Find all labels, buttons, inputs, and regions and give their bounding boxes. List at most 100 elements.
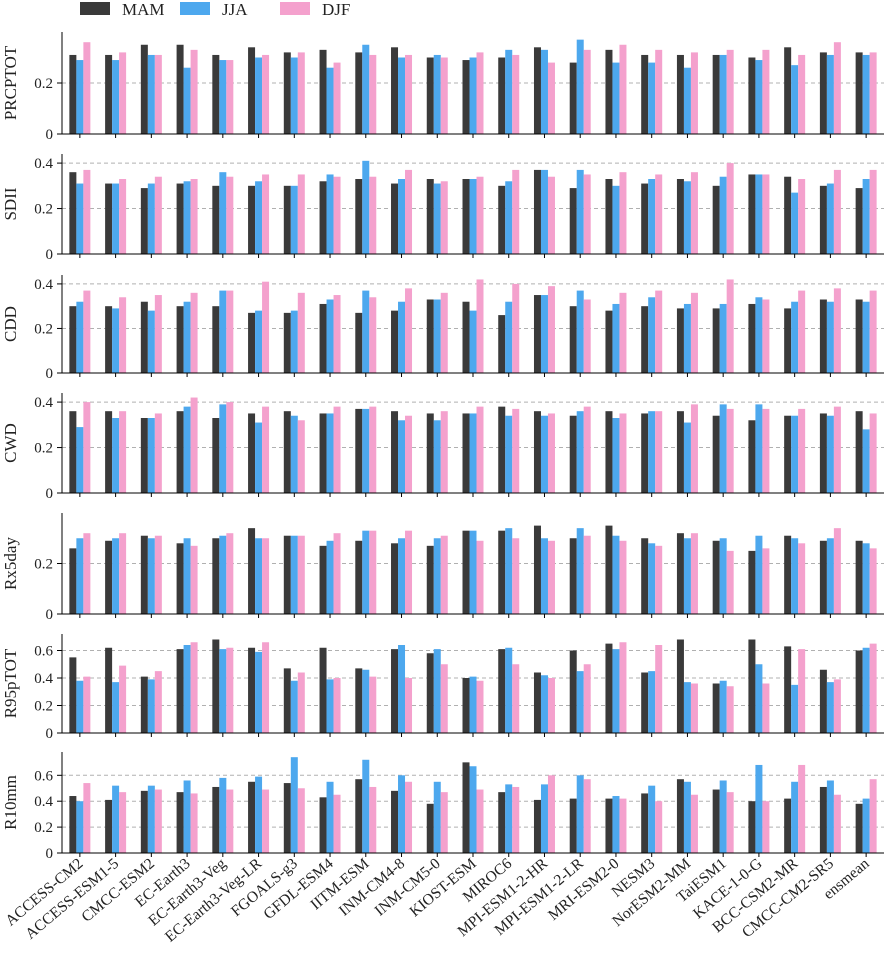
bar-cwd-jja <box>540 415 548 493</box>
bar-r10mm-djf <box>297 788 305 853</box>
bar-rx5day-djf <box>798 543 806 614</box>
bar-cdd-jja <box>255 310 263 373</box>
bar-prcptot-jja <box>76 60 84 134</box>
y-tick-label: 0.4 <box>34 156 53 172</box>
bar-prcptot-mam <box>391 47 399 134</box>
bar-sdii-mam <box>283 185 291 254</box>
bar-sdii-mam <box>712 185 720 254</box>
bar-sdii-jja <box>290 185 298 254</box>
bar-cwd-djf <box>833 406 841 493</box>
bar-rx5day-mam <box>462 530 470 614</box>
bar-cdd-mam <box>855 299 863 373</box>
bar-cdd-mam <box>248 312 256 373</box>
bar-rx5day-djf <box>119 533 127 614</box>
legend-label-jja: JJA <box>222 0 248 19</box>
bar-cwd-jja <box>755 404 763 493</box>
bar-r95ptot-jja <box>469 676 477 733</box>
panel-rx5day: 0 0.2 Rx5day <box>1 513 884 623</box>
bar-r10mm-jja <box>648 785 656 853</box>
bar-cwd-mam <box>784 415 792 493</box>
bar-cwd-jja <box>147 418 155 493</box>
bar-prcptot-djf <box>297 52 305 134</box>
bar-prcptot-djf <box>655 49 663 134</box>
bar-r10mm-djf <box>190 793 198 853</box>
bar-rx5day-djf <box>262 538 270 614</box>
bar-sdii-mam <box>319 181 327 254</box>
bar-cwd-djf <box>762 408 770 493</box>
bar-r95ptot-mam <box>819 669 827 733</box>
bar-prcptot-djf <box>762 49 770 134</box>
bar-r10mm-mam <box>676 779 684 853</box>
bar-prcptot-mam <box>641 54 649 135</box>
bar-cdd-djf <box>226 290 234 373</box>
bar-prcptot-djf <box>440 57 448 134</box>
bar-prcptot-jja <box>683 67 691 134</box>
bar-prcptot-mam <box>105 54 113 135</box>
legend-swatch-jja <box>180 2 210 15</box>
bar-r95ptot-mam <box>676 639 684 733</box>
bar-rx5day-mam <box>283 535 291 614</box>
bar-cdd-mam <box>391 310 399 373</box>
panels: 0 0.2 PRCPTOT 0 0.2 0.4 SDII 0 0.2 0.4 CDD 0 0.2 0.4 C… <box>1 32 884 862</box>
bar-cwd-jja <box>862 429 870 493</box>
bar-r95ptot-jja <box>183 645 191 733</box>
legend-item-mam: MAM <box>80 0 165 19</box>
bar-sdii-jja <box>76 183 84 254</box>
y-tick-label: 0.2 <box>34 441 53 457</box>
bar-prcptot-djf <box>619 44 627 134</box>
bar-rx5day-djf <box>583 535 591 614</box>
bar-r10mm-djf <box>690 794 698 853</box>
bar-cdd-djf <box>262 281 270 373</box>
bar-sdii-djf <box>226 176 234 254</box>
bar-sdii-djf <box>833 169 841 254</box>
bar-r10mm-jja <box>683 781 691 853</box>
bar-r95ptot-djf <box>547 678 555 733</box>
bar-prcptot-mam <box>319 49 327 134</box>
bar-sdii-mam <box>533 169 541 254</box>
bar-sdii-djf <box>690 172 698 254</box>
bar-rx5day-djf <box>369 530 377 614</box>
legend-item-djf: DJF <box>280 0 350 19</box>
bar-cdd-jja <box>683 303 691 373</box>
bar-cdd-djf <box>333 295 341 373</box>
bar-r95ptot-mam <box>569 650 577 733</box>
bar-rx5day-jja <box>576 528 584 614</box>
bar-sdii-djf <box>154 176 162 254</box>
bar-cdd-mam <box>426 299 434 373</box>
bar-sdii-mam <box>69 172 77 254</box>
bar-r95ptot-jja <box>505 647 513 733</box>
legend-label-mam: MAM <box>122 0 165 19</box>
bar-cwd-djf <box>405 415 413 493</box>
bar-r10mm-mam <box>498 792 506 853</box>
bar-sdii-jja <box>505 181 513 254</box>
bar-cdd-djf <box>369 297 377 373</box>
bar-r95ptot-djf <box>690 683 698 733</box>
bar-rx5day-jja <box>469 530 477 614</box>
bar-prcptot-jja <box>183 67 191 134</box>
bar-rx5day-jja <box>755 535 763 614</box>
bar-sdii-djf <box>190 179 198 254</box>
bar-sdii-jja <box>147 183 155 254</box>
bar-sdii-djf <box>655 174 663 254</box>
bar-rx5day-jja <box>648 543 656 614</box>
bar-cdd-jja <box>362 290 370 373</box>
bar-rx5day-mam <box>712 540 720 614</box>
bar-prcptot-mam <box>283 52 291 134</box>
bar-r95ptot-mam <box>140 676 148 733</box>
bar-prcptot-djf <box>476 52 484 134</box>
bar-cdd-jja <box>219 290 227 373</box>
bar-r10mm-mam <box>641 793 649 853</box>
bar-cdd-mam <box>212 306 220 373</box>
bar-prcptot-jja <box>540 49 548 134</box>
bar-prcptot-djf <box>190 49 198 134</box>
bar-r95ptot-jja <box>540 675 548 733</box>
bar-rx5day-djf <box>619 540 627 614</box>
panel-sdii: 0 0.2 0.4 SDII <box>1 154 884 263</box>
bar-prcptot-jja <box>576 39 584 134</box>
bar-rx5day-mam <box>569 538 577 614</box>
bar-sdii-jja <box>362 160 370 254</box>
bar-cwd-jja <box>791 415 799 493</box>
bar-sdii-djf <box>762 174 770 254</box>
bar-cdd-mam <box>712 308 720 373</box>
bar-prcptot-jja <box>505 49 513 134</box>
